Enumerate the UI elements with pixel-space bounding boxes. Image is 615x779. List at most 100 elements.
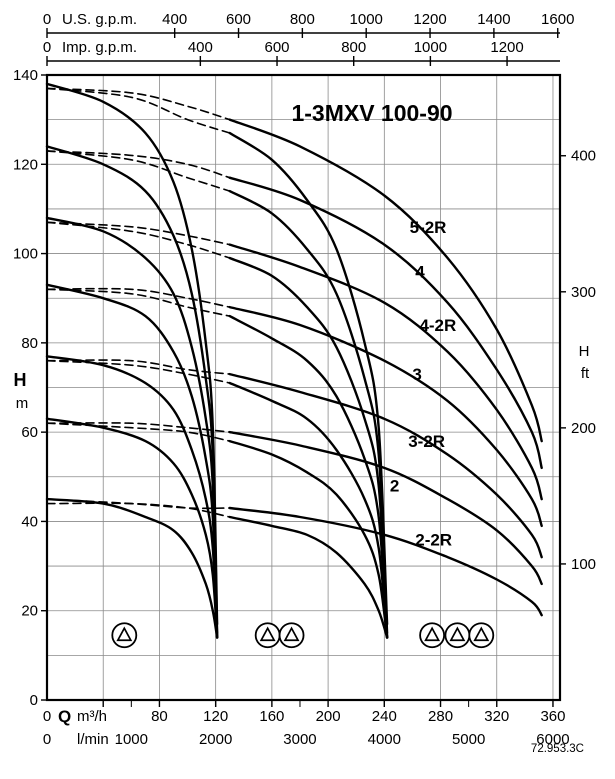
curve-2-2p [228, 439, 389, 639]
imp-gpm-tick-label: 600 [265, 39, 290, 56]
curve-5-2R-3p-dashed [46, 87, 231, 121]
curve-2-2R-3p [228, 506, 543, 617]
h-m-tick-label: 100 [13, 246, 38, 263]
curve-4-2R-3p [228, 243, 543, 501]
q-m3h-tick-label: 360 [540, 708, 565, 725]
pump-symbol-triangle-icon [259, 626, 276, 642]
curve-4-2R-1p [45, 216, 219, 639]
h-ft-axis-label: H [579, 343, 590, 360]
us-gpm-zero: 0 [43, 11, 51, 28]
curve-3-2R-3p [228, 372, 543, 559]
q-m3h-tick-label: 280 [428, 708, 453, 725]
curve-label-4-2R: 4-2R [419, 316, 456, 335]
pump-symbol-triangle-icon [424, 626, 441, 642]
pump-symbol-circle-icon [468, 622, 495, 649]
curve-4-3p-dashed [46, 150, 231, 179]
curve-2-2R-2p [228, 515, 389, 639]
q-m3h-tick-label: 200 [316, 708, 341, 725]
us-gpm-axis-label: U.S. g.p.m. [62, 11, 137, 28]
h-m-tick-label: 60 [21, 424, 38, 441]
curve-3-1p [45, 283, 219, 639]
curves-layer [45, 82, 543, 639]
us-gpm-tick-label: 1600 [541, 11, 574, 28]
q-lmin-tick-label: 3000 [283, 731, 316, 748]
drawing-code: 72.953.3C [531, 743, 584, 755]
curve-3-2p [228, 314, 389, 639]
h-ft-tick-label: 300 [571, 284, 596, 301]
q-lmin-tick-label: 2000 [199, 731, 232, 748]
pump-symbol-circle-icon [111, 622, 138, 649]
h-m-axis-unit: m [16, 395, 29, 412]
q-lmin-tick-label: 5000 [452, 731, 485, 748]
q-lmin-tick-label: 4000 [368, 731, 401, 748]
h-m-tick-label: 20 [21, 603, 38, 620]
q-m3h-axis-unit: m³/h [77, 708, 107, 725]
q-m3h-zero: 0 [43, 708, 51, 725]
curve-labels-layer: 5-2R 4 4-2R 3 3-2R 2 2-2R [390, 218, 456, 549]
curve-3-2R-1p [45, 355, 219, 639]
imp-gpm-tick-label: 400 [188, 39, 213, 56]
pump-symbol-triangle-icon [283, 626, 300, 642]
grid-layer [47, 75, 560, 700]
curve-label-3-2R: 3-2R [408, 432, 445, 451]
q-m3h-tick-label: 80 [151, 708, 168, 725]
chart-title: 1-3MXV 100-90 [291, 100, 452, 126]
q-lmin-axis-unit: l/min [77, 731, 109, 748]
pump-symbols-layer [111, 622, 495, 649]
curve-5-2R-3p [228, 118, 543, 443]
q-lmin-zero: 0 [43, 731, 51, 748]
h-m-tick-label: 0 [30, 692, 38, 709]
pump-symbol-triangle-icon [116, 626, 133, 642]
h-ft-axis-unit: ft [581, 365, 590, 382]
h-ft-tick-label: 200 [571, 420, 596, 437]
curve-3-2R-2p [228, 381, 389, 639]
curve-4-2p [228, 189, 389, 635]
pump-symbol-circle-icon [419, 622, 446, 649]
q-lmin-tick-label: 6000 [536, 731, 569, 748]
us-gpm-tick-label: 1400 [477, 11, 510, 28]
curve-3-2p-dashed [46, 288, 231, 317]
us-gpm-tick-label: 800 [290, 11, 315, 28]
us-gpm-tick-label: 1200 [413, 11, 446, 28]
curve-4-2p-dashed [46, 150, 231, 192]
curve-label-5-2R: 5-2R [410, 218, 447, 237]
curve-label-2: 2 [390, 477, 399, 496]
us-gpm-tick-label: 1000 [350, 11, 383, 28]
h-ft-tick-label: 100 [571, 556, 596, 573]
curve-4-1p [45, 145, 219, 635]
curve-2-1p [45, 417, 219, 639]
pump-symbol-triangle-icon [449, 626, 466, 642]
curve-label-2-2R: 2-2R [415, 530, 452, 549]
q-lmin-tick-label: 1000 [115, 731, 148, 748]
curve-label-3: 3 [412, 365, 421, 384]
imp-gpm-axis-label: Imp. g.p.m. [62, 39, 137, 56]
imp-gpm-zero: 0 [43, 39, 51, 56]
h-m-tick-label: 40 [21, 513, 38, 530]
curve-3-2R-2p-dashed [46, 359, 231, 384]
us-gpm-tick-label: 400 [162, 11, 187, 28]
h-m-tick-label: 80 [21, 335, 38, 352]
curve-3-3p [228, 305, 543, 528]
q-m3h-tick-label: 240 [372, 708, 397, 725]
us-gpm-tick-label: 600 [226, 11, 251, 28]
imp-gpm-tick-label: 800 [341, 39, 366, 56]
pump-symbol-triangle-icon [473, 626, 490, 642]
h-m-tick-label: 140 [13, 67, 38, 84]
curve-2-3p [228, 430, 543, 586]
curve-3-3p-dashed [46, 287, 231, 308]
q-m3h-tick-label: 160 [259, 708, 284, 725]
curve-5-2R-2p [228, 131, 389, 626]
imp-gpm-tick-label: 1200 [490, 39, 523, 56]
curve-5-2R-2p-dashed [46, 87, 231, 134]
q-axis-label: Q [58, 707, 71, 726]
curve-2-2p-dashed [46, 422, 231, 442]
q-m3h-tick-label: 120 [203, 708, 228, 725]
h-ft-tick-label: 400 [571, 148, 596, 165]
imp-gpm-tick-label: 1000 [414, 39, 447, 56]
curve-4-2R-2p [228, 256, 389, 639]
h-m-axis-label: H [14, 370, 27, 390]
pump-symbol-circle-icon [278, 622, 305, 649]
